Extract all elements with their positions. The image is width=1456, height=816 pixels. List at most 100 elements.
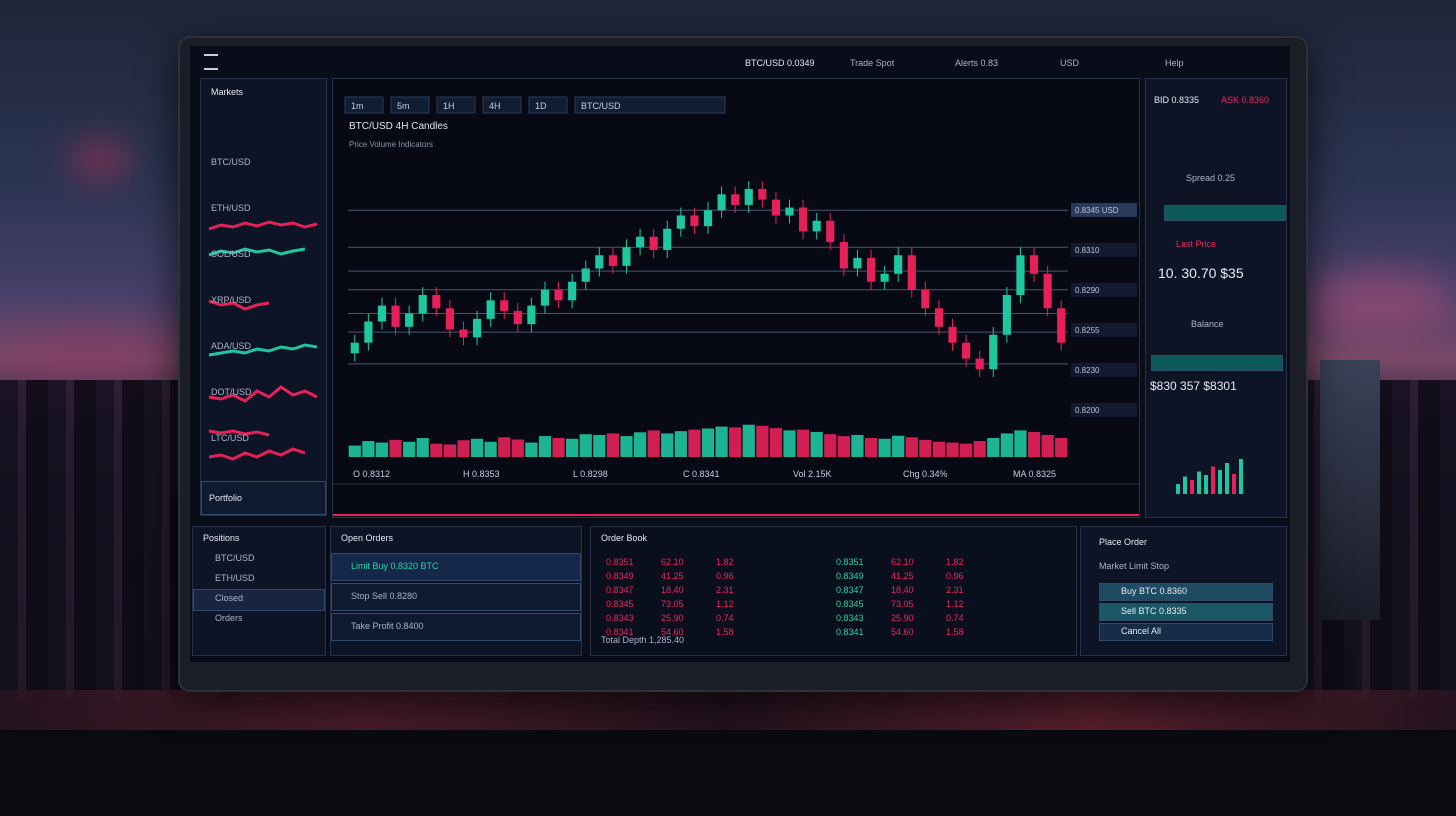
top-bar-item[interactable]: Trade Spot (850, 58, 895, 68)
volume-bar (932, 441, 946, 457)
market-item[interactable]: ADA/USD (211, 341, 252, 351)
volume-bar (348, 445, 361, 457)
mini-bar (1176, 484, 1180, 494)
price-tag (1071, 283, 1137, 297)
text: Positions (203, 533, 240, 543)
top-bar-item[interactable]: USD (1060, 58, 1080, 68)
volume-bar (1000, 433, 1013, 457)
sparklines (208, 220, 318, 461)
toolbar-label: 1H (443, 101, 455, 111)
candle-body (921, 289, 930, 309)
orders-panel: Open Orders Limit Buy 0.8320 BTC Stop Sell… (330, 526, 582, 656)
candle-body (744, 189, 753, 205)
order-row (331, 553, 581, 581)
text: 0.8343 (836, 613, 864, 623)
market-item[interactable]: DOT/USD (211, 387, 252, 397)
top-bar-item[interactable]: Alerts 0.83 (955, 58, 999, 68)
volume-bar (783, 430, 796, 457)
toolbar-label: 1D (535, 101, 547, 111)
text: 0.8345 (606, 599, 634, 609)
volume-bar (987, 438, 1000, 457)
candle-body (649, 236, 658, 250)
volume-bar (511, 439, 524, 457)
trade-button[interactable] (1099, 583, 1273, 601)
market-item[interactable]: ETH/USD (211, 203, 251, 213)
text[interactable]: Orders (215, 613, 243, 623)
toolbar-button[interactable] (390, 96, 430, 114)
text: Cancel All (1121, 626, 1162, 636)
text: Last Price (1176, 239, 1217, 249)
selected-row (193, 589, 325, 611)
stat-label: MA 0.8325 (1013, 469, 1056, 479)
volume-bar (715, 426, 728, 457)
volume-bar (443, 444, 456, 457)
text: Sell BTC 0.8335 (1121, 606, 1187, 616)
text[interactable]: Closed (215, 593, 244, 603)
trade-button[interactable] (1099, 603, 1273, 621)
stat-label: H 0.8353 (463, 469, 500, 479)
text: Balance (1191, 319, 1224, 329)
toolbar-button[interactable] (436, 96, 476, 114)
volume-bar (579, 434, 592, 457)
candle-body (894, 255, 903, 274)
text[interactable]: BTC/USD (215, 553, 255, 563)
candle-body (445, 308, 454, 330)
volume-bar (973, 441, 986, 457)
volume-bar (606, 433, 620, 457)
menu-icon[interactable] (204, 54, 218, 70)
candle-body (595, 255, 604, 269)
mini-bar (1190, 480, 1194, 494)
top-bar-item[interactable]: BTC/USD 0.0349 (745, 58, 815, 68)
text: Spread 0.25 (1186, 173, 1236, 183)
market-item[interactable]: XRP/USD (211, 295, 252, 305)
text: Open Orders (341, 533, 394, 543)
toolbar: 1m 5m 1H 4H 1D BTC/USD (344, 96, 726, 114)
volume-bar (1027, 431, 1041, 457)
text: Take Profit 0.8400 (351, 621, 424, 631)
candle-body (391, 305, 400, 327)
volume-bar (810, 431, 823, 457)
volume-bar (729, 427, 742, 457)
text: 54.60 (891, 627, 914, 637)
volume-bar (1014, 430, 1027, 457)
candle-body (703, 210, 713, 227)
market-item[interactable]: BTC/USD (211, 157, 251, 167)
candle-body (1002, 295, 1011, 335)
toolbar-button[interactable] (528, 96, 568, 114)
top-bar-item[interactable]: Help (1165, 58, 1184, 68)
sparkline (208, 247, 306, 257)
candle-body (405, 313, 414, 327)
volume-bar (552, 438, 565, 457)
text: Markets (211, 87, 244, 97)
stat-label: O 0.8312 (353, 469, 390, 479)
volume-bar (525, 442, 538, 457)
candle-body (1029, 255, 1039, 274)
text: Order Book (601, 533, 648, 543)
text: Portfolio (209, 493, 243, 503)
market-item[interactable]: LTC/USD (211, 433, 249, 443)
toolbar-button[interactable] (574, 96, 726, 114)
volume-bar (756, 425, 769, 457)
text: 0.74 (946, 613, 964, 623)
toolbar-button[interactable] (482, 96, 522, 114)
market-item[interactable]: SOL/USD (211, 249, 251, 259)
text: 0.8351 (606, 557, 634, 567)
text: BID 0.8335 (1154, 95, 1200, 105)
text[interactable]: ETH/USD (215, 573, 255, 583)
volume-bar (362, 441, 375, 457)
bg-glow (1300, 270, 1456, 330)
price-tag (1071, 203, 1137, 217)
chart-panel: 1m 5m 1H 4H 1D BTC/USD BTC/USD 4H Candles Price… (332, 78, 1140, 518)
candle-body (1043, 273, 1052, 309)
text: 62.10 (661, 557, 684, 567)
candle-body (486, 300, 495, 319)
text: ASK 0.8360 (1221, 95, 1270, 105)
toolbar-button[interactable] (344, 96, 384, 114)
volume-bar (566, 438, 579, 457)
candle-body (717, 194, 726, 211)
candle-body (459, 329, 468, 338)
trade-button[interactable] (1099, 623, 1273, 641)
price-tag (1071, 403, 1137, 417)
volume-bar (769, 428, 783, 457)
